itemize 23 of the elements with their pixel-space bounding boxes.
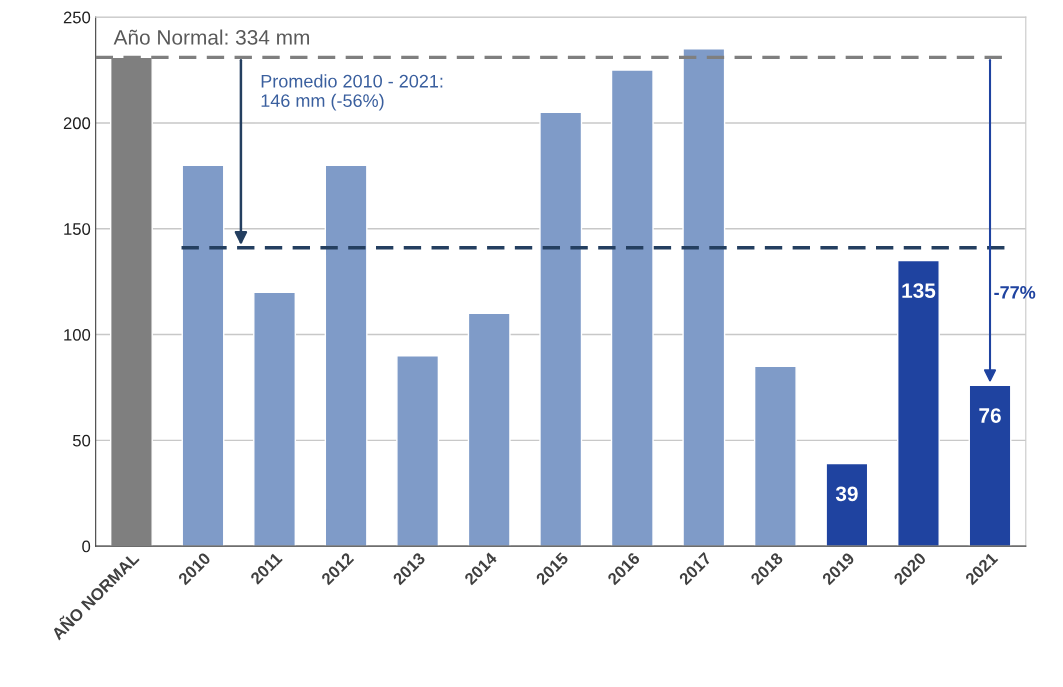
bar xyxy=(181,164,225,547)
data-label: 39 xyxy=(835,486,858,502)
y-tick-label: 0 xyxy=(82,540,91,553)
bar xyxy=(753,365,797,547)
y-tick-label: 50 xyxy=(72,434,91,447)
y-tick-label: 250 xyxy=(63,11,91,24)
bar xyxy=(324,164,368,547)
bar xyxy=(610,69,654,547)
bar xyxy=(253,291,296,547)
bar xyxy=(467,312,511,547)
bar xyxy=(539,111,583,547)
bar xyxy=(682,48,726,547)
data-label: 135 xyxy=(902,283,936,299)
y-tick-label: 200 xyxy=(63,117,91,130)
y-tick-label: 100 xyxy=(64,328,91,341)
y-tick-label: 150 xyxy=(64,223,91,235)
annotation: Año Normal: 334 mm xyxy=(113,29,310,45)
annotation: Promedio 2010 - 2021: 146 mm (-56%) xyxy=(261,74,443,111)
bar xyxy=(897,259,940,547)
bar xyxy=(396,355,440,547)
bar xyxy=(825,462,869,547)
annotation: -77% xyxy=(994,286,1036,299)
data-label: 76 xyxy=(979,408,1001,423)
